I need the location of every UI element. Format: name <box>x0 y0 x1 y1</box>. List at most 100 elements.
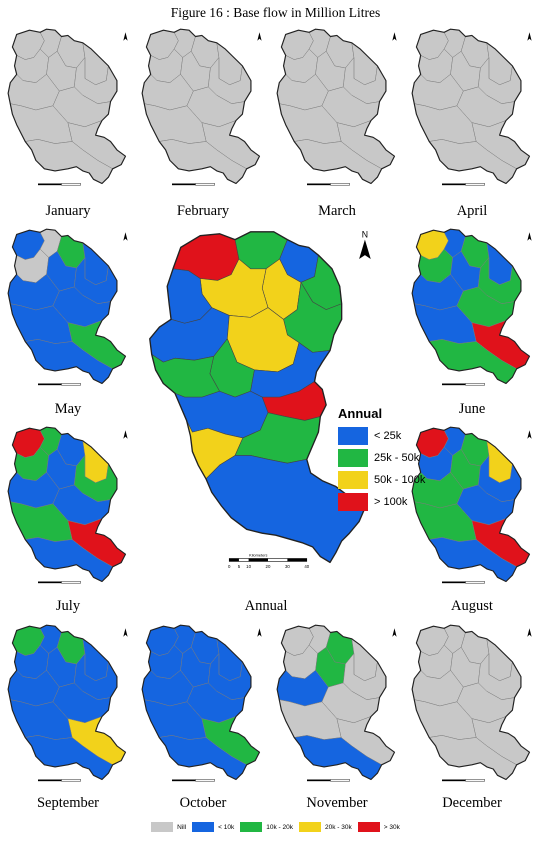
map-march <box>275 26 403 194</box>
caption-february: February <box>176 203 230 219</box>
monthly-legend-item: > 30k <box>357 822 400 832</box>
caption-january: January <box>45 203 91 219</box>
sub-basin-4 <box>486 42 513 86</box>
north-arrow-icon <box>392 32 397 41</box>
caption-may: May <box>54 401 82 417</box>
legend-swatch <box>338 471 368 489</box>
annual-legend-title: Annual <box>338 406 383 421</box>
scale-bar <box>38 183 81 186</box>
map-december <box>410 622 538 790</box>
figure-title: Figure 16 : Base flow in Million Litres <box>170 5 381 20</box>
legend-swatch <box>357 822 380 832</box>
map-may <box>6 226 134 394</box>
north-arrow-icon <box>257 32 262 41</box>
legend-swatch <box>299 822 322 832</box>
map-june <box>410 226 538 394</box>
caption-december: December <box>442 795 502 811</box>
legend-swatch <box>338 449 368 467</box>
caption-august: August <box>451 598 493 614</box>
north-arrow-icon <box>123 430 128 439</box>
scale-bar <box>172 779 215 782</box>
monthly-legend-item: Nill <box>151 822 186 832</box>
legend-label: > 30k <box>383 823 400 831</box>
legend-label: > 100k <box>374 496 408 508</box>
legend-label: < 25k <box>374 430 402 442</box>
caption-october: October <box>179 795 227 811</box>
legend-swatch <box>151 822 174 832</box>
sub-basin-4 <box>486 440 513 484</box>
sub-basin-4 <box>82 638 109 682</box>
map-august <box>410 424 538 592</box>
scale-bar <box>38 779 81 782</box>
caption-annual: Annual <box>244 598 288 614</box>
annual-legend-item: 25k - 50k <box>338 447 425 469</box>
scale-bar <box>307 779 350 782</box>
caption-march: March <box>318 203 356 219</box>
annual-legend-item: < 25k <box>338 425 425 447</box>
scale-bar <box>307 183 350 186</box>
legend-swatch <box>338 427 368 445</box>
north-arrow-icon <box>527 32 532 41</box>
map-july <box>6 424 134 592</box>
map-april <box>410 26 538 194</box>
monthly-legend-item: < 10k <box>192 822 234 832</box>
scale-bar <box>442 581 485 584</box>
scale-tick-label: 5 <box>238 564 241 569</box>
scale-tick-label: 10 <box>246 564 251 569</box>
caption-july: July <box>55 598 81 614</box>
scale-tick-label: 20 <box>266 564 271 569</box>
north-label: N <box>362 230 368 240</box>
monthly-legend-item: 10k - 20k <box>240 822 293 832</box>
scale-bar: Kilometers 0 5 10 20 30 40 <box>228 553 310 570</box>
scale-tick-label: 0 <box>228 564 231 569</box>
map-september <box>6 622 134 790</box>
sub-basin-4 <box>82 242 109 286</box>
map-october <box>140 622 268 790</box>
scale-bar <box>172 183 215 186</box>
sub-basin-4 <box>216 42 243 86</box>
sub-basin-4 <box>82 440 109 484</box>
caption-april: April <box>456 203 488 219</box>
annual-legend-item: > 100k <box>338 491 425 513</box>
monthly-legend-item: 20k - 30k <box>299 822 352 832</box>
scale-bar <box>38 383 81 386</box>
legend-label: Nill <box>177 823 187 831</box>
scale-bar <box>38 581 81 584</box>
monthly-legend: Nill < 10k 10k - 20k 20k - 30k > 30k <box>0 822 551 832</box>
scale-bar <box>442 183 485 186</box>
annual-legend-item: 50k - 100k <box>338 469 425 491</box>
sub-basin-4 <box>82 42 109 86</box>
north-arrow-icon <box>123 232 128 241</box>
scale-bar <box>442 779 485 782</box>
north-arrow-icon <box>123 32 128 41</box>
sub-basin-4 <box>486 242 513 286</box>
sub-basin-4 <box>216 638 243 682</box>
north-arrow-icon <box>257 628 262 637</box>
north-arrow-icon <box>527 232 532 241</box>
north-arrow-icon: N <box>359 230 371 260</box>
scale-bar <box>442 383 485 386</box>
scale-tick-label: 40 <box>304 564 309 569</box>
north-arrow-icon <box>123 628 128 637</box>
sub-basin-4 <box>486 638 513 682</box>
legend-swatch <box>192 822 215 832</box>
annual-legend: Annual < 25k 25k - 50k 50k - 100k > 100k <box>338 406 425 513</box>
caption-june: June <box>458 401 486 417</box>
sub-basin-4 <box>351 42 378 86</box>
north-arrow-icon <box>392 628 397 637</box>
map-february <box>140 26 268 194</box>
legend-label: 20k - 30k <box>325 823 352 831</box>
legend-label: 50k - 100k <box>374 474 426 486</box>
scale-unit: Kilometers <box>249 553 267 558</box>
map-november <box>275 622 403 790</box>
legend-label: 10k - 20k <box>266 823 294 831</box>
north-arrow-icon <box>527 430 532 439</box>
legend-label: 25k - 50k <box>374 452 420 464</box>
caption-november: November <box>306 795 368 811</box>
scale-tick-label: 30 <box>285 564 290 569</box>
map-annual: N Kilometers 0 5 10 20 30 40 <box>142 226 394 576</box>
legend-swatch <box>240 822 263 832</box>
north-arrow-icon <box>527 628 532 637</box>
legend-swatch <box>338 493 368 511</box>
caption-september: September <box>36 795 99 811</box>
